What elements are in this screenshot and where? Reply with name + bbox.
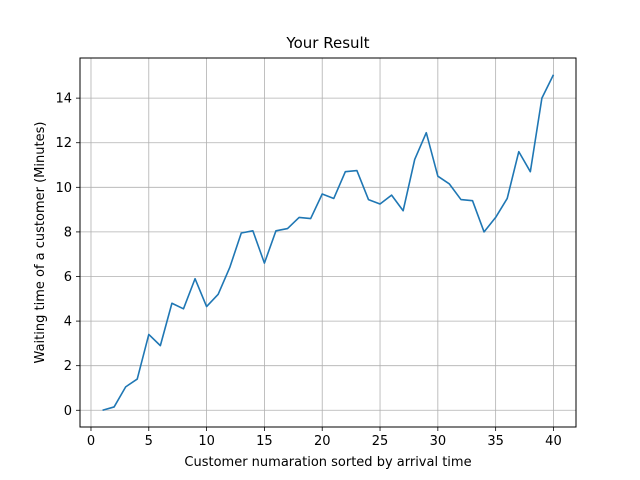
y-tick-label: 10 [55,181,72,196]
series-layer [102,74,555,412]
x-tick-label: 10 [198,434,215,449]
ticks-layer: 0 5 10 15 20 25 30 35 40 0 2 4 6 8 10 12 14 [55,92,561,449]
x-axis-label: Customer numaration sorted by arrival ti… [184,455,471,470]
series-line-0 [102,74,555,412]
x-tick-label: 0 [87,434,95,449]
y-tick-label: 6 [64,270,72,285]
x-tick-label: 35 [487,434,504,449]
x-tick-label: 20 [314,434,331,449]
y-tick-label: 2 [64,359,72,374]
y-tick-label: 8 [64,225,72,240]
y-axis-label: Waiting time of a customer (Minutes) [33,122,48,364]
x-tick-label: 25 [372,434,389,449]
x-tick-label: 15 [256,434,273,449]
grid-lines [80,58,576,427]
x-tick-label: 30 [430,434,447,449]
y-tick-label: 0 [64,404,72,419]
y-tick-label: 14 [55,92,72,107]
plot-frame [79,57,577,428]
x-tick-label: 40 [545,434,562,449]
y-tick-label: 12 [55,136,72,151]
y-tick-label: 4 [64,315,72,330]
chart-title: Your Result [285,34,369,52]
x-tick-label: 5 [145,434,153,449]
